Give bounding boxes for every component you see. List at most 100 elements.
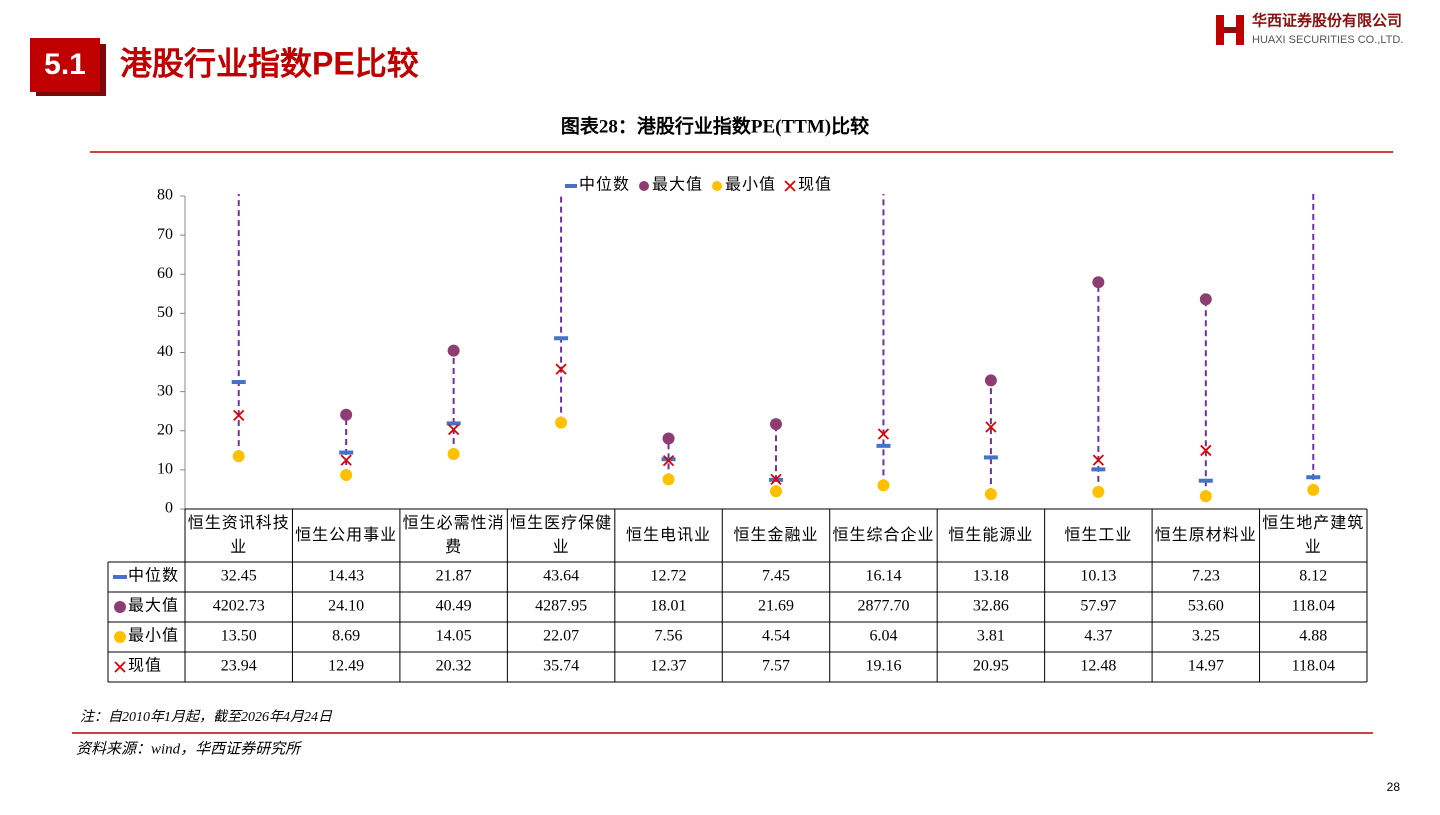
x-tick-label: 恒生能源业 [948, 527, 1034, 544]
median-mark [554, 336, 569, 341]
value-label: 20.95 [973, 658, 1009, 675]
value-label: 12.48 [1080, 658, 1116, 675]
x-tick-label: 恒生金融业 [733, 527, 819, 544]
legend-label: 最小值 [725, 176, 776, 194]
median-mark [1198, 478, 1213, 483]
y-tick-label: 20 [157, 421, 173, 438]
y-tick-label: 40 [157, 343, 173, 360]
value-label: 14.43 [328, 568, 364, 585]
x-tick-label: 恒生电讯业 [626, 527, 712, 544]
dot-mark [1199, 490, 1212, 503]
value-label: 21.69 [758, 598, 794, 615]
section-number: 5.1 [44, 48, 86, 81]
plot-area [231, 194, 1321, 503]
logo [1216, 15, 1244, 45]
cross-mark [233, 409, 245, 421]
median-mark [983, 455, 998, 460]
company-cn: 华西证券股份有限公司 [1252, 11, 1402, 29]
dot-mark [662, 432, 675, 445]
category-cell: 恒生综合企业 [832, 527, 933, 544]
value-label: 35.74 [543, 658, 579, 675]
value-label: 118.04 [1292, 658, 1335, 675]
dot-mark [770, 418, 782, 431]
x-tick-label: 恒生地产建筑业 [1262, 515, 1365, 556]
value-label: 118.04 [1292, 598, 1335, 615]
dot-mark [984, 488, 997, 501]
legend-key [113, 575, 127, 579]
legend-label: 现值 [798, 176, 832, 194]
value-label: 24.10 [328, 598, 364, 615]
median-mark [661, 457, 676, 462]
cross-mark [447, 423, 460, 436]
legend-key [114, 631, 126, 643]
value-label: 16.14 [865, 568, 901, 585]
value-label: 13.50 [221, 628, 257, 645]
cross-mark [114, 661, 126, 673]
median-mark [231, 380, 246, 385]
x-tick-label: 恒生资讯科技业 [187, 515, 290, 556]
value-label: 13.18 [973, 568, 1009, 585]
value-label: 40.49 [436, 598, 472, 615]
cross-mark [340, 454, 352, 466]
legend-key [114, 661, 126, 673]
value-label: 19.16 [865, 658, 901, 675]
value-label: 3.81 [977, 628, 1005, 645]
value-label: 14.97 [1188, 658, 1224, 675]
value-label: 8.12 [1299, 568, 1327, 585]
legend-marker [784, 180, 796, 192]
value-label: 3.25 [1192, 628, 1220, 645]
company-en: HUAXI SECURITIES CO.,LTD. [1252, 34, 1403, 46]
median-mark [1091, 467, 1106, 472]
cross-mark [985, 421, 997, 433]
median-mark [339, 450, 354, 455]
value-label: 6.04 [869, 628, 897, 645]
value-label: 21.87 [436, 568, 472, 585]
category-cell: 恒生必需性消费 [403, 515, 504, 556]
category-cell: 恒生原材料业 [1154, 527, 1257, 544]
category-cell: 恒生能源业 [948, 527, 1034, 544]
value-label: 4.88 [1299, 628, 1327, 645]
y-tick-label: 60 [157, 265, 173, 282]
logo-bar [1224, 27, 1236, 33]
value-label: 7.23 [1192, 568, 1220, 585]
legend-marker [639, 181, 650, 191]
value-label: 4.37 [1084, 628, 1112, 645]
value-label: 22.07 [543, 628, 579, 645]
category-cell: 恒生医疗保健业 [510, 515, 611, 556]
dot-mark [114, 601, 126, 613]
value-label: 7.45 [762, 568, 790, 585]
y-tick-label: 50 [157, 304, 173, 321]
dot-mark [1199, 293, 1212, 306]
legend-label: 最大值 [652, 176, 703, 194]
dot-mark [984, 374, 997, 387]
value-label: 32.86 [973, 598, 1009, 615]
row-label: 中位数 [128, 567, 179, 585]
value-label: 20.32 [436, 658, 472, 675]
value-label: 4.54 [762, 628, 790, 645]
dot-mark [662, 473, 675, 486]
x-tick-label: 恒生公用事业 [295, 527, 398, 544]
value-label: 23.94 [221, 658, 257, 675]
category-cell: 恒生电讯业 [626, 527, 712, 544]
category-cell: 恒生资讯科技业 [187, 515, 290, 556]
value-label: 7.56 [655, 628, 683, 645]
value-label: 14.05 [436, 628, 472, 645]
dot-mark [555, 416, 568, 429]
dot-mark [770, 485, 782, 498]
dot-mark [1092, 276, 1105, 289]
section-box [30, 38, 100, 92]
value-label: 57.97 [1080, 598, 1116, 615]
dot-mark [447, 448, 460, 461]
category-cell: 恒生地产建筑业 [1262, 515, 1365, 556]
dot-mark [1307, 483, 1320, 496]
x-tick-label: 恒生原材料业 [1154, 527, 1257, 544]
cross-mark [770, 473, 782, 486]
row-label: 现值 [128, 657, 162, 675]
value-label: 4202.73 [213, 598, 265, 615]
value-label: 53.60 [1188, 598, 1224, 615]
dot-mark [340, 408, 353, 421]
legend-label: 中位数 [579, 176, 630, 194]
page-number: 28 [1387, 780, 1401, 794]
